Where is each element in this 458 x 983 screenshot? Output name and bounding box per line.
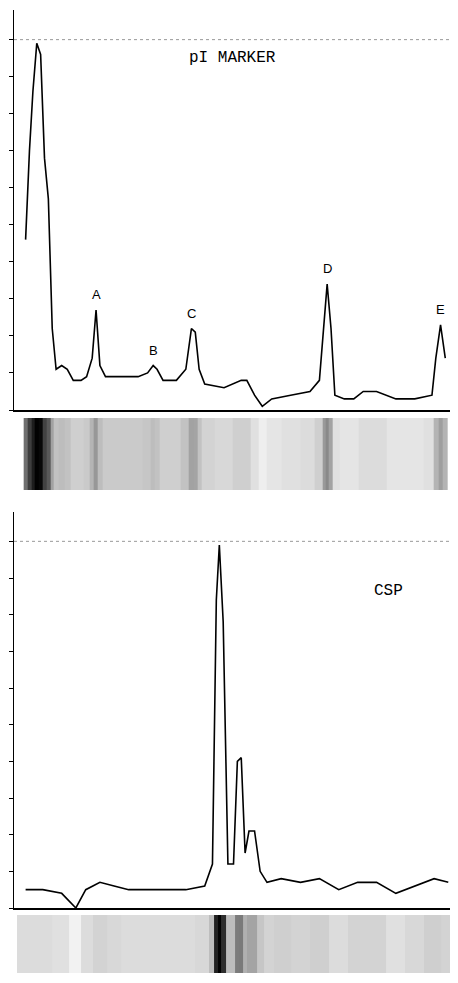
svg-text:C: C [187, 306, 196, 321]
svg-text:CSP: CSP [374, 582, 403, 600]
svg-text:A: A [92, 287, 101, 302]
svg-text:E: E [436, 302, 445, 317]
svg-text:D: D [323, 261, 332, 276]
svg-text:pI MARKER: pI MARKER [189, 49, 276, 67]
svg-text:B: B [149, 343, 158, 358]
